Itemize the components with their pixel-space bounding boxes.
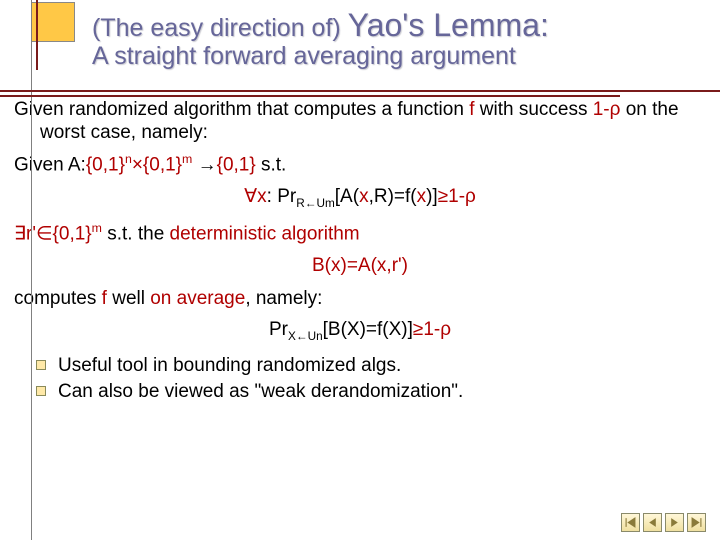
text: ,R)=f(: [369, 186, 417, 207]
geq: ≥: [438, 186, 448, 207]
slide: (The easy direction of) Yao's Lemma: A s…: [0, 0, 720, 540]
text: [B(X)=f(X)]: [323, 319, 413, 340]
horizontal-rule-1: [0, 90, 720, 92]
nav-first-button[interactable]: [621, 513, 640, 532]
vertical-rule-short: [36, 0, 38, 70]
first-icon: [625, 517, 636, 528]
var-rho: 1-ρ: [593, 99, 621, 120]
para-2: Given A:{0,1}n×{0,1}m →{0,1} s.t.: [14, 152, 706, 177]
last-icon: [691, 517, 702, 528]
para-3: ∃r'∈{0,1}m s.t. the deterministic algori…: [14, 221, 706, 246]
sup-n: n: [125, 152, 132, 166]
bullet-icon: [36, 360, 46, 370]
elem: ∈: [36, 223, 53, 244]
equation-1: ∀x: PrR←Um[A(x,R)=f(x)]≥1-ρ: [14, 185, 706, 211]
var-rho: 1-ρ: [448, 186, 476, 207]
times: ×: [132, 155, 143, 176]
subscript: R←Um: [296, 197, 335, 210]
forall: ∀: [244, 186, 257, 207]
set: {0,1}: [217, 155, 256, 176]
nav-prev-button[interactable]: [643, 513, 662, 532]
text: computes: [14, 288, 102, 309]
arrow: →: [192, 155, 216, 176]
set: {0,1}: [86, 155, 125, 176]
equation-3: PrX←Un[B(X)=f(X)]≥1-ρ: [14, 318, 706, 344]
bullet-icon: [36, 386, 46, 396]
title-subtitle: A straight forward averaging argument: [92, 43, 706, 71]
geq: ≥: [413, 319, 423, 340]
text: Given A:: [14, 155, 86, 176]
text: s.t.: [256, 155, 287, 176]
text: well: [107, 288, 150, 309]
var-rho: 1-ρ: [423, 319, 451, 340]
text: )]: [426, 186, 438, 207]
text: s.t. the: [102, 223, 170, 244]
nav-next-button[interactable]: [665, 513, 684, 532]
set: {0,1}: [143, 155, 182, 176]
text: [A(: [335, 186, 359, 207]
equation-2: B(x)=A(x,r'): [14, 254, 706, 277]
title-line-1: (The easy direction of) Yao's Lemma:: [92, 8, 706, 43]
content-body: Given randomized algorithm that computes…: [14, 98, 706, 403]
text: with success: [474, 99, 592, 120]
exists: ∃: [14, 223, 26, 244]
var-x: x: [359, 186, 369, 207]
list-item: Can also be viewed as "weak derandomizat…: [36, 380, 706, 403]
prev-icon: [647, 517, 658, 528]
para-4: computes f well on average, namely:: [14, 287, 706, 310]
next-icon: [669, 517, 680, 528]
para-1: Given randomized algorithm that computes…: [14, 98, 706, 144]
bullet-list: Useful tool in bounding randomized algs.…: [36, 354, 706, 403]
subscript: X←Un: [288, 330, 323, 343]
title-main: Yao's Lemma:: [348, 7, 549, 43]
var-x: x: [417, 186, 427, 207]
text: Pr: [269, 319, 288, 340]
vertical-rule: [31, 0, 32, 540]
text: , namely:: [245, 288, 322, 309]
sup-m: m: [92, 221, 102, 235]
on-average: on average: [150, 288, 245, 309]
eq2: B(x)=A(x,r'): [312, 255, 408, 276]
list-item: Useful tool in bounding randomized algs.: [36, 354, 706, 377]
deterministic: deterministic algorithm: [170, 223, 360, 244]
text: : Pr: [267, 186, 297, 207]
sup-m: m: [182, 152, 192, 166]
bullet-text: Can also be viewed as "weak derandomizat…: [58, 380, 463, 403]
title-block: (The easy direction of) Yao's Lemma: A s…: [92, 8, 706, 70]
bullet-text: Useful tool in bounding randomized algs.: [58, 354, 401, 377]
horizontal-rule-2: [0, 95, 620, 97]
title-prefix: (The easy direction of): [92, 14, 341, 42]
set: {0,1}: [53, 223, 92, 244]
nav-controls: [621, 513, 706, 532]
nav-last-button[interactable]: [687, 513, 706, 532]
var-x: x: [257, 186, 267, 207]
text: Given randomized algorithm that computes…: [14, 99, 469, 120]
